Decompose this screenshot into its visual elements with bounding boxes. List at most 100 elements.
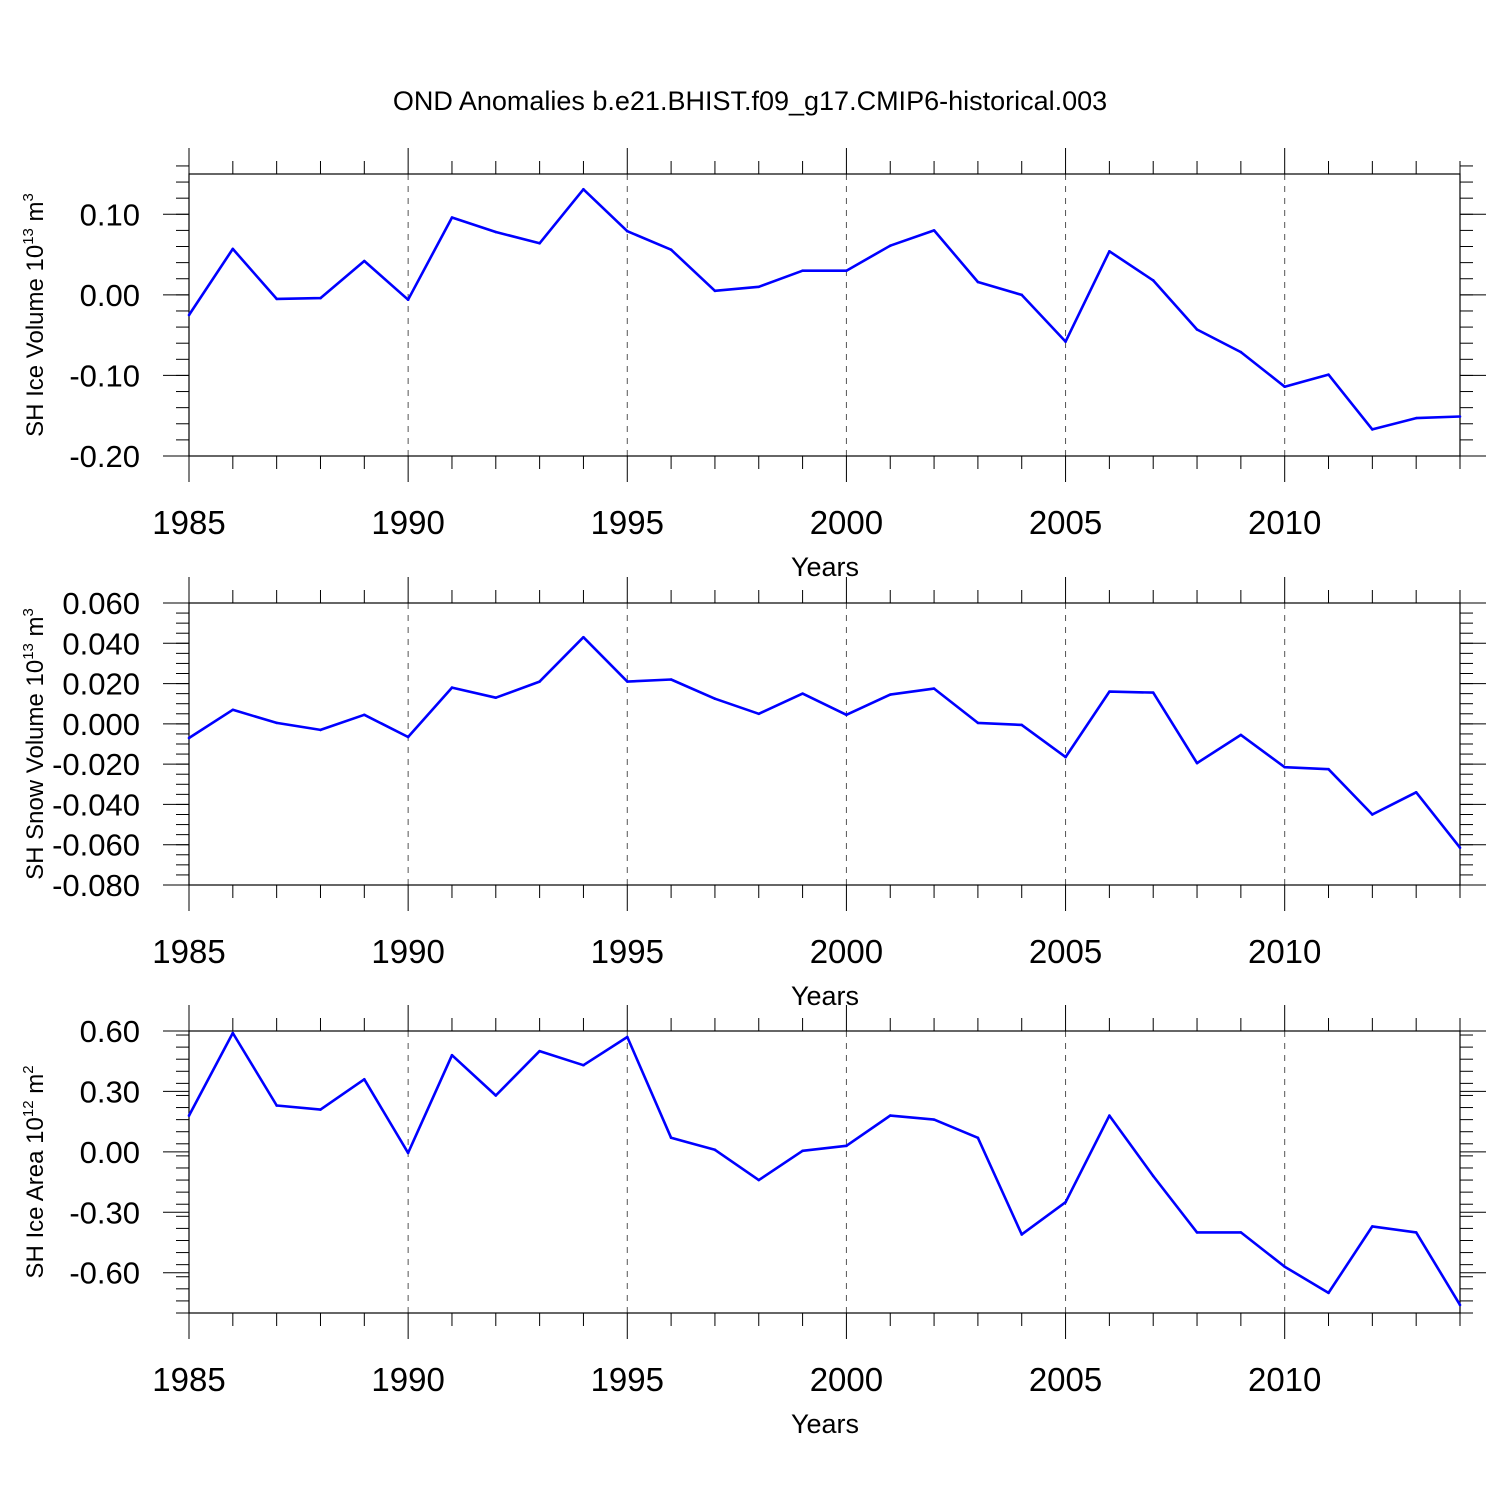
plot-frame [188,602,1461,886]
x-tick-label: 2005 [1029,504,1102,541]
data-point [1327,373,1330,376]
data-point [801,269,804,272]
data-point [1151,279,1155,282]
y-tick-label: 0.00 [80,1135,140,1170]
data-point [582,188,585,191]
data-point [231,708,235,712]
data-point [582,635,585,639]
data-point [1458,1303,1462,1307]
data-point [1064,755,1067,759]
data-point [801,1149,804,1153]
x-tick-label: 2010 [1248,1361,1321,1398]
data-point [1327,767,1330,771]
data-point [275,1104,278,1107]
data-point [976,721,980,725]
data-point [187,736,191,740]
y-axis-label-part: 13 [20,228,37,245]
x-tick-label: 1995 [591,1361,664,1398]
data-point [1064,340,1067,343]
y-axis-label: SH Snow Volume 1013 m3 [20,608,49,880]
y-axis-label-part: SH Snow Volume 10 [22,660,49,880]
data-point [1195,761,1199,765]
data-point [757,712,761,716]
y-tick-label: -0.30 [69,1195,140,1230]
data-point [538,241,541,245]
data-point [1414,416,1418,420]
x-tick-label: 1985 [152,1361,225,1398]
data-point [1414,1231,1418,1234]
panel-1: 0.10 0.00 -0.10 -0.20 1985 1990 1995 2000 2005 20… [20,148,1486,582]
y-tick-label: -0.040 [52,787,140,822]
y-tick-label: 0.30 [80,1074,140,1109]
data-point [845,1144,848,1148]
x-axis-label: Years [791,981,859,1011]
data-point [494,696,498,699]
data-point [1239,1231,1243,1234]
data-point [1283,385,1286,389]
data-point [538,1049,541,1053]
y-axis-label-part: 2 [20,1065,37,1073]
y-axis-label-part: m [22,201,49,228]
data-point [713,289,717,293]
x-tick-label: 2010 [1248,504,1321,541]
x-tick-label: 1985 [152,933,225,970]
data-point [494,1094,498,1097]
y-tick-label: -0.080 [52,868,140,903]
y-tick-label: -0.060 [52,828,140,863]
data-point [1151,1174,1155,1178]
series-line [187,1031,1462,1306]
data-point [363,713,366,717]
data-point [801,692,804,695]
data-point [669,678,673,681]
data-point [494,230,498,234]
data-point [1108,690,1111,693]
x-tick-label: 1995 [591,933,664,970]
y-axis-label-part: m [22,1074,49,1101]
data-point [669,248,673,252]
y-axis-label-part: 3 [20,608,37,616]
data-point [363,259,366,263]
data-point [1195,1231,1199,1234]
data-point [1371,1225,1374,1228]
data-point [450,216,454,219]
y-tick-label: 0.00 [80,278,140,313]
data-point [1239,733,1243,737]
data-point [976,280,980,284]
data-point [1371,813,1374,816]
data-point [713,697,717,700]
y-axis-label-part: 13 [20,643,37,660]
data-point [406,1151,410,1155]
y-tick-label: 0.040 [62,626,140,661]
data-point [669,1136,673,1140]
series-line [188,635,1462,849]
y-axis-label-part: 12 [20,1100,37,1117]
data-point [363,1078,366,1081]
data-point [757,1178,761,1182]
data-point [845,269,848,272]
data-point [1020,1233,1024,1236]
data-point [1108,1114,1111,1117]
x-tick-label: 1985 [152,504,225,541]
y-tick-label: 0.000 [62,707,140,742]
y-axis-label: SH Ice Volume 1013 m3 [20,193,49,437]
data-point [1020,293,1024,297]
data-point [1283,1265,1286,1268]
y-tick-label: -0.10 [69,358,140,393]
data-point [932,229,936,232]
x-tick-label: 1995 [591,504,664,541]
data-point [976,1136,980,1140]
x-tick-label: 2000 [810,933,883,970]
x-tick-label: 1990 [371,504,444,541]
data-point [275,297,278,301]
data-point [1327,1291,1330,1295]
data-point [406,298,410,301]
y-axis-label-part: 3 [20,193,37,201]
data-point [1151,691,1155,694]
x-tick-label: 2010 [1248,933,1321,970]
y-tick-label: 0.60 [80,1014,140,1049]
data-point [275,721,278,725]
data-point [888,244,892,248]
panel-3: 0.60 0.30 0.00 -0.30 -0.60 1985 1990 1995 2000 20… [20,1005,1486,1439]
y-tick-label: -0.20 [69,439,140,474]
